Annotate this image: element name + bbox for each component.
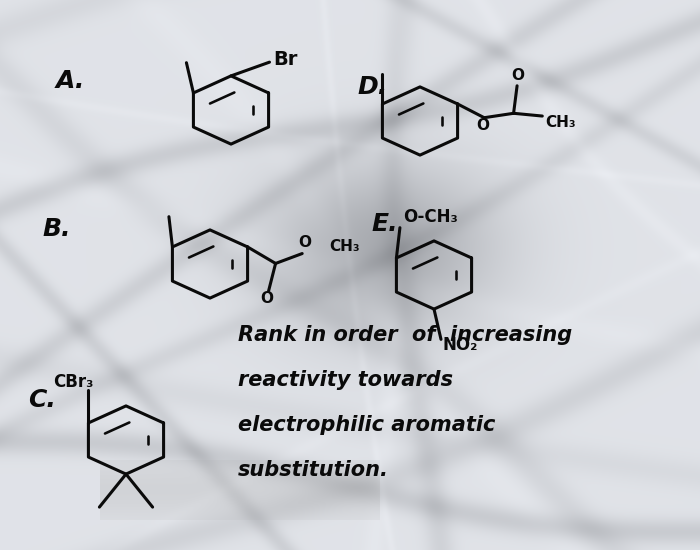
Text: O: O — [260, 291, 273, 306]
Text: B.: B. — [42, 217, 71, 241]
Text: Rank in order  of  increasing: Rank in order of increasing — [238, 325, 573, 345]
Text: C.: C. — [28, 388, 56, 412]
Text: CH₃: CH₃ — [329, 239, 359, 254]
Text: reactivity towards: reactivity towards — [238, 370, 453, 390]
Text: CH₃: CH₃ — [545, 115, 575, 130]
Text: A.: A. — [56, 69, 85, 93]
Text: O: O — [299, 235, 312, 250]
Text: electrophilic aromatic: electrophilic aromatic — [238, 415, 496, 435]
Text: substitution.: substitution. — [238, 460, 389, 480]
Text: E.: E. — [371, 212, 398, 236]
Text: CBr₃: CBr₃ — [53, 373, 94, 391]
Text: D.: D. — [357, 74, 387, 98]
Text: O: O — [512, 68, 524, 83]
Text: Br: Br — [273, 50, 298, 69]
Text: O-CH₃: O-CH₃ — [403, 208, 459, 226]
Text: NO₂: NO₂ — [442, 337, 478, 354]
Text: O: O — [476, 118, 489, 133]
